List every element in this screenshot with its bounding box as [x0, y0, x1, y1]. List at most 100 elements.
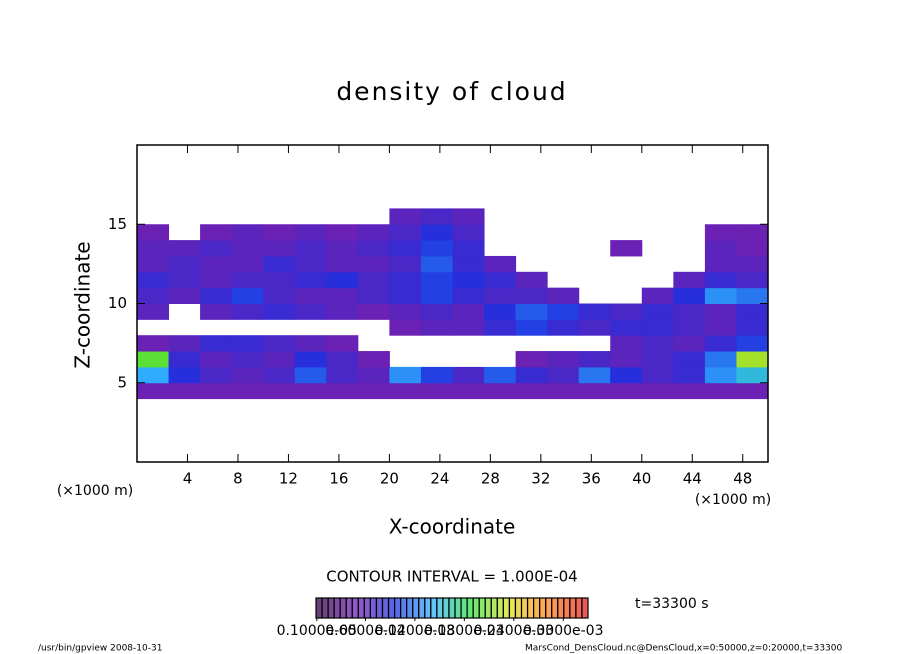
contour-cell	[420, 319, 453, 336]
contour-cell	[231, 287, 264, 304]
contour-cell	[420, 271, 453, 289]
contour-cell	[578, 351, 611, 368]
contour-cell	[452, 224, 485, 241]
contour-cell	[357, 366, 390, 384]
contour-cell	[200, 366, 233, 384]
contour-cell	[673, 287, 706, 304]
colorbar-strip	[460, 597, 468, 619]
colorbar-strip	[363, 597, 372, 619]
colorbar-strip	[369, 597, 378, 619]
contour-cell	[168, 287, 201, 304]
colorbar-strip	[345, 597, 353, 619]
colorbar-strip	[563, 597, 571, 619]
colorbar-strip	[514, 597, 523, 619]
contour-cell	[610, 382, 643, 400]
colorbar-strip	[508, 597, 517, 619]
contour-cell	[326, 382, 359, 400]
contour-cell	[610, 319, 643, 336]
contour-cell	[200, 287, 233, 304]
colorbar-strip	[575, 597, 583, 619]
contour-cell	[704, 335, 737, 352]
contour-cell	[515, 287, 548, 304]
contour-cell	[641, 366, 674, 384]
contour-cell	[357, 287, 390, 304]
contour-cell	[610, 240, 643, 257]
colorbar-tick-label: 0.1000e-05	[277, 623, 357, 639]
contour-cell	[389, 271, 422, 289]
colorbar-strip	[454, 597, 462, 619]
contour-cell	[231, 366, 264, 384]
contour-cell	[547, 287, 580, 304]
contour-cell	[231, 351, 264, 368]
contour-cell	[578, 366, 611, 384]
x-tick-label: 16	[329, 470, 348, 488]
contour-cell	[168, 382, 201, 400]
contour-cell	[673, 319, 706, 336]
contour-cell	[389, 382, 422, 400]
contour-cell	[294, 366, 327, 384]
contour-cell	[294, 303, 327, 320]
contour-cell	[294, 255, 327, 273]
contour-cell	[231, 382, 264, 400]
contour-cell	[547, 303, 580, 320]
colorbar-strip	[532, 597, 541, 619]
contour-cell	[641, 319, 674, 336]
contour-cell	[547, 351, 580, 368]
colorbar-strip	[339, 597, 347, 619]
contour-cell	[231, 303, 264, 320]
contour-cell	[547, 319, 580, 336]
contour-cell	[263, 255, 296, 273]
contour-cell	[515, 303, 548, 320]
x-tick-label: 4	[183, 470, 193, 488]
chart-title: density of cloud	[336, 77, 567, 106]
contour-cell	[137, 303, 170, 320]
contour-cell	[673, 382, 706, 400]
contour-cell	[326, 366, 359, 384]
x-tick-label: 44	[683, 470, 702, 488]
colorbar-strip	[321, 597, 329, 619]
contour-cell	[263, 271, 296, 289]
x-unit-left: (×1000 m)	[57, 483, 133, 499]
contour-interval: CONTOUR INTERVAL = 1.000E-04	[326, 568, 577, 586]
contour-cell	[420, 208, 453, 225]
colorbar-strip	[551, 597, 559, 619]
colorbar-strip	[478, 597, 486, 619]
colorbar-strip	[520, 597, 529, 619]
x-tick-label: 28	[481, 470, 500, 488]
time-label: t=33300 s	[635, 596, 709, 612]
colorbar-strip	[484, 597, 492, 619]
contour-cell	[420, 382, 453, 400]
contour-cell	[137, 382, 170, 400]
contour-cell	[578, 319, 611, 336]
colorbar-strip	[430, 597, 438, 619]
contour-cell	[420, 240, 453, 257]
contour-cell	[389, 303, 422, 320]
contour-cell	[137, 240, 170, 257]
y-axis-label: Z-coordinate	[71, 241, 95, 368]
contour-cell	[168, 255, 201, 273]
contour-cell	[420, 224, 453, 241]
contour-cell	[137, 224, 170, 241]
colorbar-strip	[545, 597, 553, 619]
contour-cell	[294, 287, 327, 304]
contour-cell	[231, 240, 264, 257]
colorbar-strip	[557, 597, 565, 619]
contour-cell	[420, 303, 453, 320]
contour-cell	[263, 303, 296, 320]
contour-cell	[452, 303, 485, 320]
x-tick-label: 32	[531, 470, 550, 488]
x-tick-label: 12	[279, 470, 298, 488]
contour-cell	[326, 335, 359, 352]
contour-cell	[357, 351, 390, 368]
contour-cell	[641, 382, 674, 400]
contour-cell	[294, 351, 327, 368]
contour-cell	[452, 366, 485, 384]
colorbar-strip	[442, 597, 450, 619]
colorbar-strip	[375, 597, 384, 619]
contour-cell	[484, 319, 517, 336]
contour-cell	[326, 240, 359, 257]
contour-cell	[326, 255, 359, 273]
contour-cell	[641, 303, 674, 320]
contour-cell	[704, 303, 737, 320]
colorbar-strip	[327, 597, 335, 619]
